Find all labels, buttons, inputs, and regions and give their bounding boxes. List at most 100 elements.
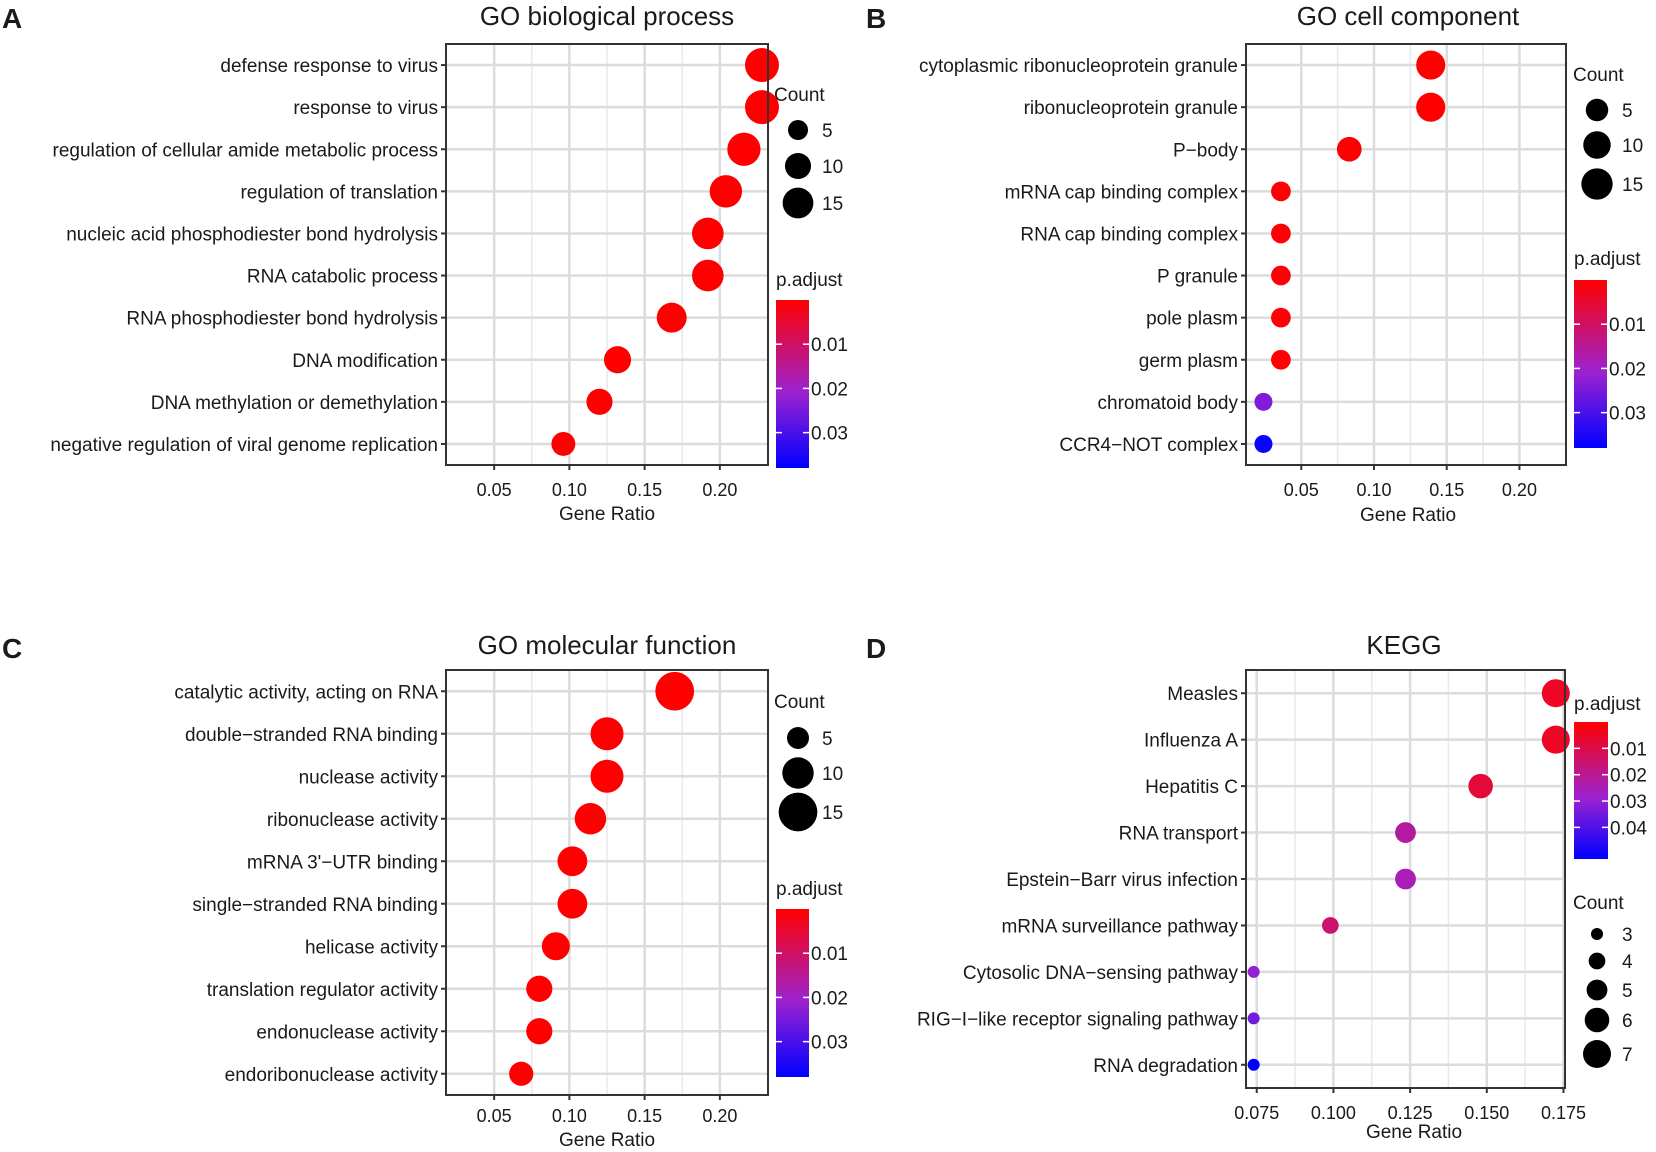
y-tick-label: RNA phosphodiester bond hydrolysis — [126, 309, 438, 330]
x-tick-label: 0.20 — [702, 1106, 737, 1126]
x-tick-label: 0.075 — [1234, 1103, 1279, 1123]
data-point — [1541, 725, 1570, 754]
panel-a-go-biological-process: GO biological process defense response t… — [50, 1, 848, 525]
legend-key — [784, 152, 812, 180]
data-point — [1271, 223, 1291, 244]
y-tick-label: helicase activity — [305, 937, 439, 958]
legend-label: 5 — [822, 729, 833, 750]
count-legend: Count 5 10 15 — [774, 692, 843, 832]
data-point — [1271, 265, 1291, 286]
y-tick-label: pole plasm — [1146, 309, 1238, 330]
x-tick-label: 0.175 — [1541, 1103, 1586, 1123]
data-point — [574, 803, 607, 835]
legend-label: 5 — [822, 121, 833, 142]
data-point — [526, 975, 553, 1002]
legend-key — [1581, 168, 1613, 200]
colorbar — [1574, 722, 1608, 859]
y-tick-label: P−body — [1173, 140, 1238, 161]
data-point — [541, 932, 570, 961]
data-point — [551, 431, 576, 456]
y-tick-label: germ plasm — [1139, 351, 1238, 372]
colorbar-label: 0.01 — [1609, 315, 1646, 336]
y-tick-label: Hepatitis C — [1145, 777, 1238, 798]
data-point — [656, 302, 687, 333]
legend-title: p.adjust — [776, 270, 843, 291]
data-point — [557, 846, 588, 877]
plot-border — [1245, 43, 1567, 466]
legend-title: Count — [774, 85, 825, 106]
y-tick-label: RIG−I−like receptor signaling pathway — [917, 1009, 1239, 1030]
chart-title: KEGG — [1366, 630, 1441, 660]
legend-title: p.adjust — [776, 879, 843, 900]
chart-title: GO cell component — [1297, 1, 1520, 31]
data-point — [590, 759, 624, 793]
data-point — [1254, 434, 1273, 453]
colorbar-label: 0.02 — [811, 988, 848, 1009]
chart-title: GO molecular function — [478, 630, 737, 660]
panel-label-d: D — [866, 633, 886, 664]
plot-area: defense response to virus response to vir… — [50, 43, 779, 500]
panel-b-go-cell-component: GO cell component cytoplasmic ribonucleo… — [919, 1, 1646, 526]
padjust-legend: p.adjust 0.01 0.02 0.03 — [776, 270, 848, 468]
y-tick-label: P granule — [1157, 267, 1238, 288]
panel-label-a: A — [2, 3, 22, 34]
legend-title: p.adjust — [1574, 249, 1641, 270]
legend-label: 10 — [1622, 136, 1643, 157]
y-tick-label: RNA degradation — [1093, 1056, 1238, 1077]
y-tick-label: DNA methylation or demethylation — [151, 393, 438, 414]
x-tick-label: 0.10 — [552, 480, 587, 500]
data-point — [744, 90, 779, 125]
data-point — [1271, 307, 1291, 328]
legend-key — [782, 187, 814, 219]
panel-d-kegg: KEGG Measles Influenza A Hepatitis C RNA tr… — [917, 630, 1647, 1143]
y-tick-label: DNA modification — [292, 351, 438, 372]
data-point — [655, 671, 695, 711]
plot-area: cytoplasmic ribonucleoprotein granule rib… — [919, 43, 1567, 500]
y-tick-label: Measles — [1167, 684, 1238, 705]
y-tick-label: Influenza A — [1144, 731, 1238, 752]
legend-key — [787, 727, 809, 749]
y-tick-label: mRNA surveillance pathway — [1001, 916, 1238, 937]
x-tick-label: 0.20 — [702, 480, 737, 500]
colorbar-label: 0.02 — [1609, 359, 1646, 380]
data-point — [1254, 392, 1273, 411]
x-tick-label: 0.15 — [627, 1106, 662, 1126]
colorbar-label: 0.02 — [811, 379, 848, 400]
legend-title: Count — [1573, 65, 1624, 86]
data-point — [1416, 50, 1446, 80]
data-point — [1336, 136, 1362, 162]
colorbar-label: 0.03 — [1610, 792, 1647, 813]
legend-label: 6 — [1622, 1011, 1633, 1032]
legend-title: Count — [774, 692, 825, 713]
x-tick-label: 0.05 — [477, 1106, 512, 1126]
data-point — [1322, 917, 1339, 934]
data-point — [1247, 1012, 1260, 1025]
padjust-legend: p.adjust 0.01 0.02 0.03 — [776, 879, 848, 1077]
y-tick-label: endonuclease activity — [256, 1022, 438, 1043]
legend-key — [1591, 928, 1603, 940]
panel-label-c: C — [2, 633, 22, 664]
data-point — [691, 217, 724, 250]
legend-label: 10 — [822, 157, 843, 178]
colorbar-label: 0.03 — [811, 424, 848, 445]
y-tick-label: Epstein−Barr virus infection — [1006, 870, 1238, 891]
legend-label: 4 — [1622, 952, 1633, 973]
data-point — [1416, 92, 1446, 122]
y-tick-label: CCR4−NOT complex — [1059, 435, 1238, 456]
y-tick-label: defense response to virus — [220, 56, 438, 77]
legend-label: 15 — [1622, 175, 1643, 196]
legend-label: 3 — [1622, 925, 1633, 946]
legend-key — [1586, 979, 1608, 1001]
y-tick-label: mRNA 3'−UTR binding — [247, 852, 438, 873]
data-point — [709, 175, 743, 208]
data-point — [557, 888, 588, 919]
y-tick-label: nucleic acid phosphodiester bond hydroly… — [66, 224, 438, 245]
plot-area: catalytic activity, acting on RNA double−… — [174, 669, 769, 1126]
x-tick-label: 0.05 — [477, 480, 512, 500]
y-tick-label: double−stranded RNA binding — [185, 725, 438, 746]
plot-border — [445, 669, 769, 1096]
x-tick-label: 0.15 — [627, 480, 662, 500]
y-tick-label: ribonucleoprotein granule — [1024, 98, 1238, 119]
legend-key — [778, 792, 818, 832]
data-point — [1271, 181, 1291, 202]
